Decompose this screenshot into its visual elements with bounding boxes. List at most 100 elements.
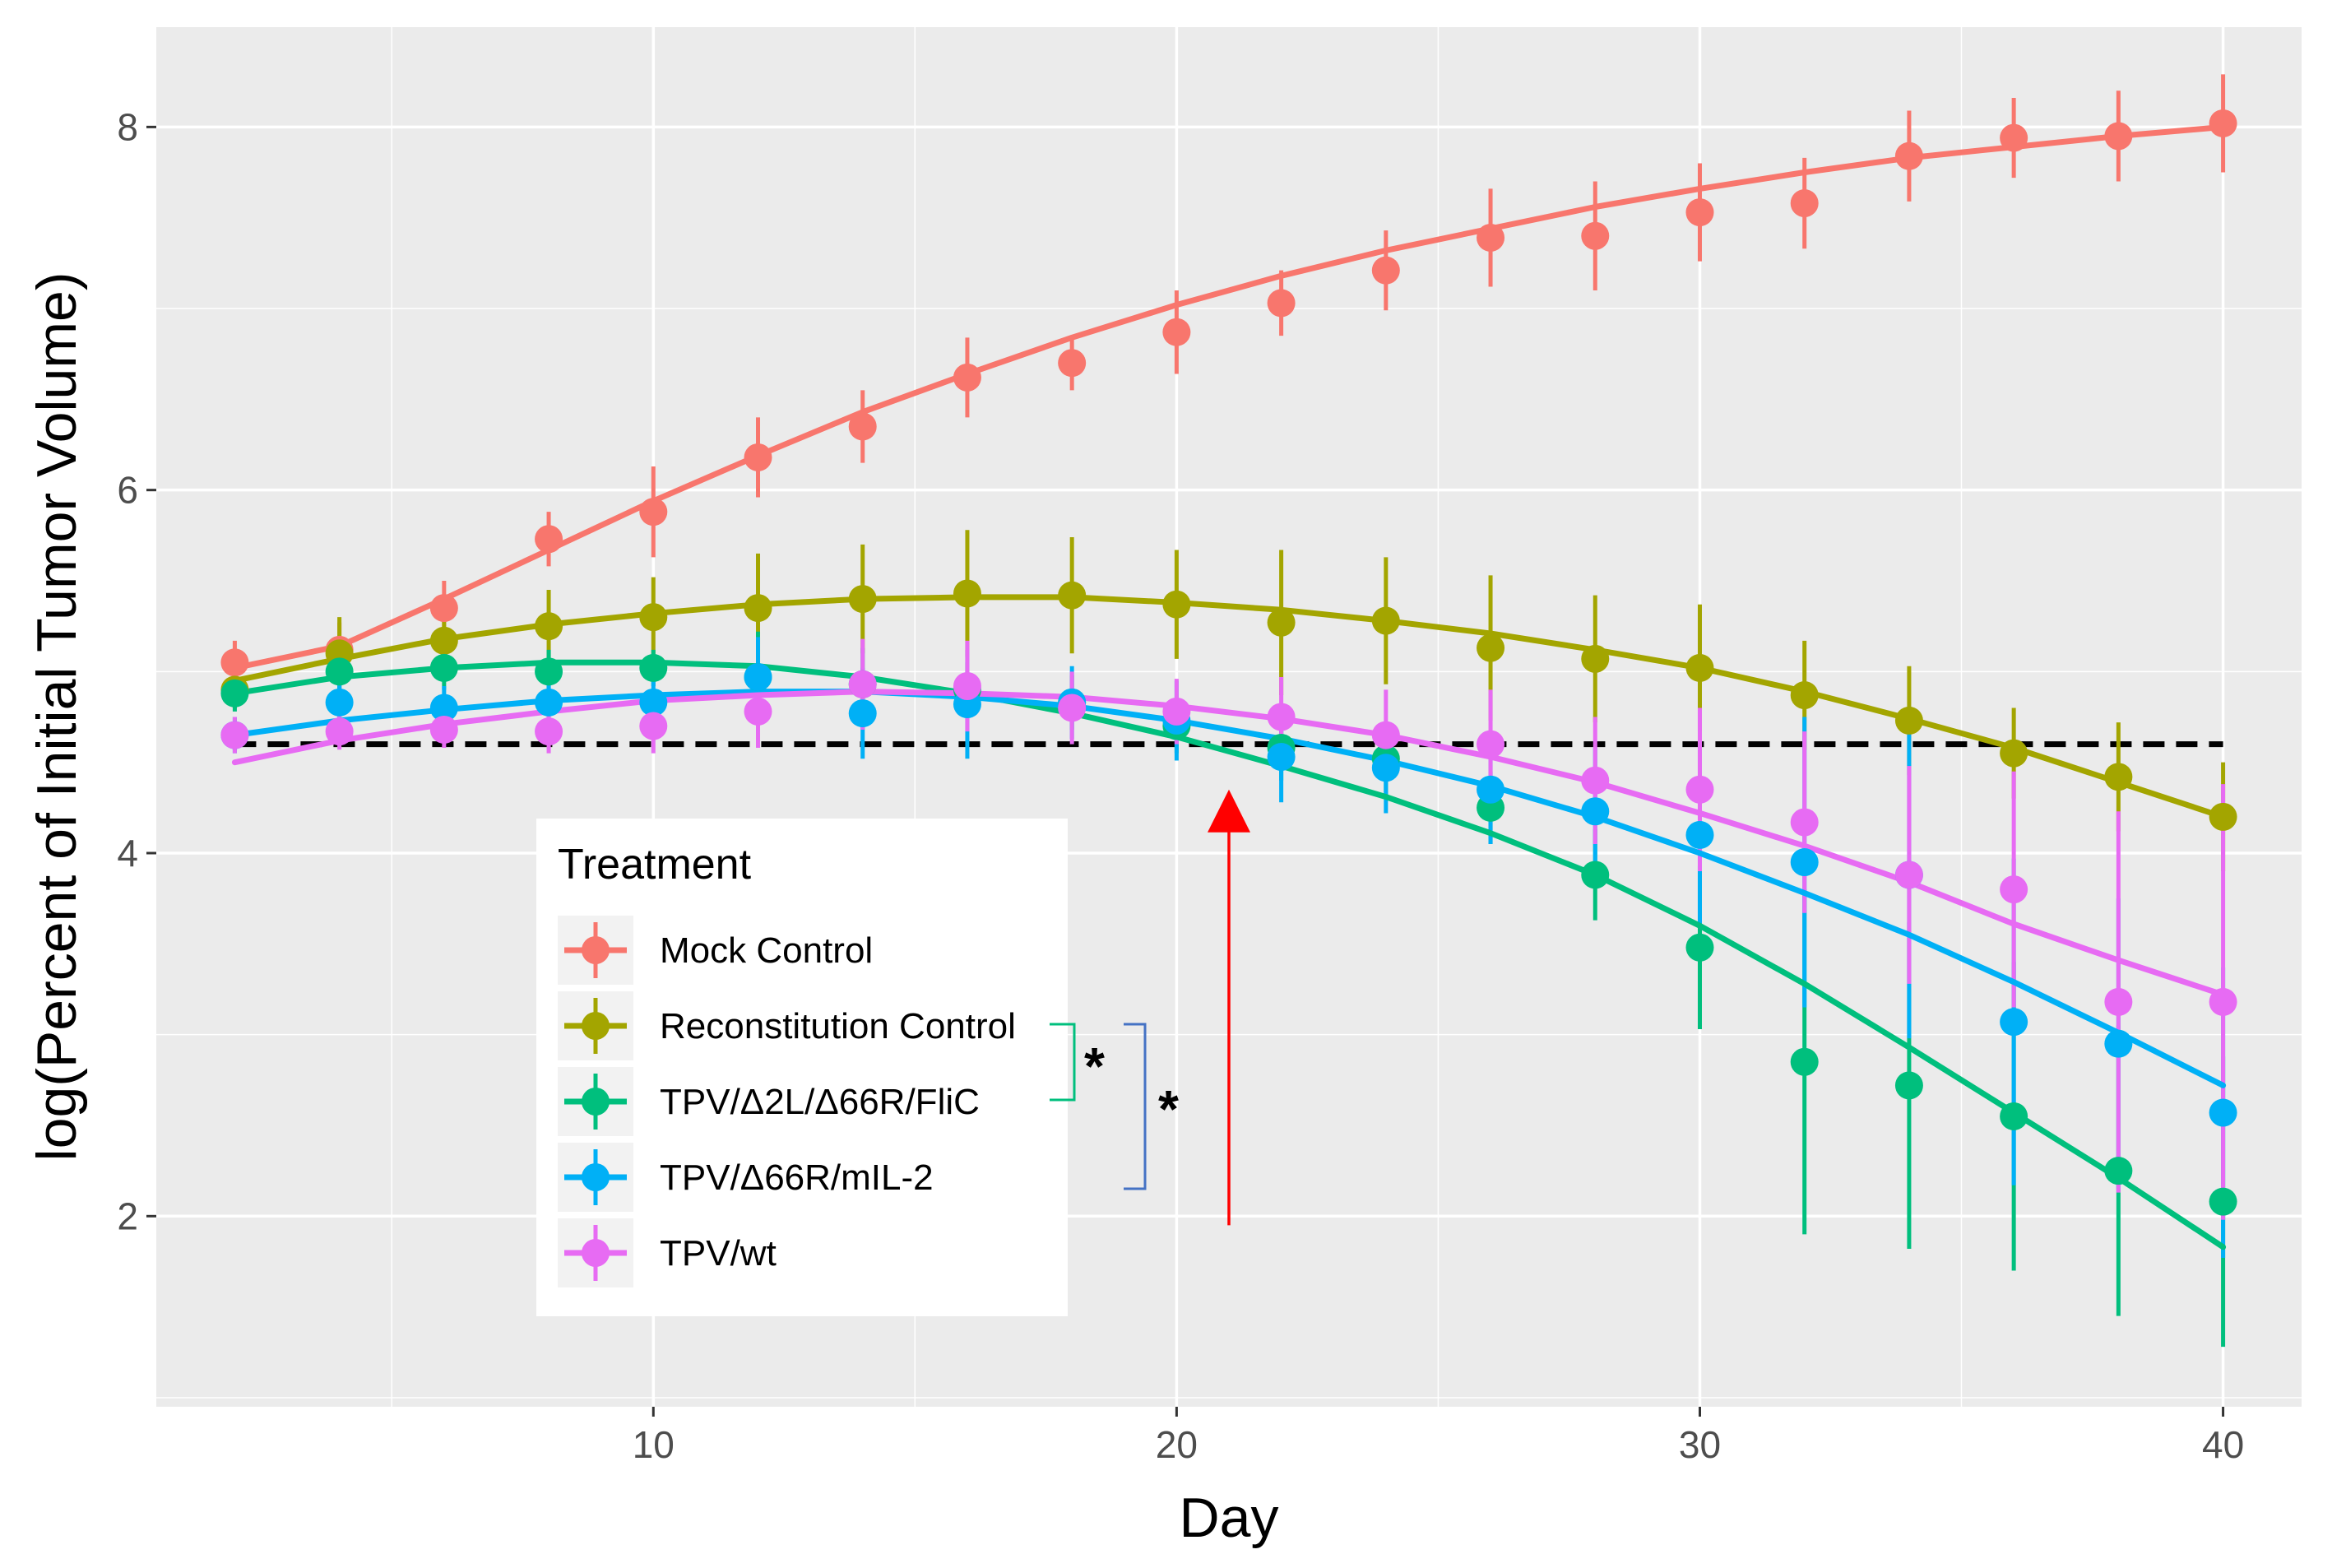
y-tick-label: 4: [117, 832, 138, 874]
point-tpv-2l-66r-flic: [325, 657, 354, 686]
point-tpv-2l-66r-flic: [2000, 1102, 2028, 1130]
point-tpv-2l-66r-flic: [2104, 1157, 2133, 1185]
point-reconstitution-control: [429, 626, 458, 655]
arrow-layer: [1208, 789, 1250, 1226]
point-mock-control: [1162, 318, 1191, 346]
point-mock-control: [1058, 349, 1087, 378]
point-reconstitution-control: [1894, 706, 1923, 735]
point-tpv-66r-mil-2: [325, 688, 354, 717]
y-tick-label: 8: [117, 105, 138, 148]
legend-label: TPV/Δ2L/Δ66R/FliC: [660, 1082, 980, 1122]
y-tick-label: 6: [117, 469, 138, 512]
x-tick-label: 20: [1156, 1423, 1198, 1466]
point-tpv-66r-mil-2: [1267, 743, 1296, 772]
point-tpv-2l-66r-flic: [535, 657, 563, 686]
x-tick-label: 40: [2202, 1423, 2244, 1466]
legend-key-point: [582, 936, 610, 964]
point-tpv-wt: [1894, 861, 1923, 889]
point-reconstitution-control: [1790, 681, 1819, 710]
point-tpv-wt: [220, 721, 249, 749]
point-tpv-2l-66r-flic: [2209, 1187, 2237, 1216]
point-reconstitution-control: [1058, 581, 1087, 610]
legend-key-point: [582, 1163, 610, 1191]
point-tpv-wt: [1790, 808, 1819, 837]
x-tick-label: 10: [633, 1423, 675, 1466]
y-axis-title: log(Percent of Initial Tumor Volume): [25, 272, 88, 1162]
point-tpv-wt: [1477, 730, 1505, 758]
point-mock-control: [2000, 123, 2028, 152]
point-reconstitution-control: [2209, 802, 2237, 831]
point-tpv-wt: [535, 717, 563, 746]
point-tpv-wt: [1685, 775, 1714, 804]
point-mock-control: [953, 363, 981, 392]
point-mock-control: [1894, 141, 1923, 170]
point-mock-control: [220, 648, 249, 677]
legend-label: Reconstitution Control: [660, 1006, 1016, 1046]
point-tpv-66r-mil-2: [744, 662, 772, 691]
arrow-head: [1208, 789, 1250, 833]
point-tpv-66r-mil-2: [1477, 775, 1505, 804]
point-reconstitution-control: [1371, 606, 1400, 635]
significance-bracket-outer: [1124, 1023, 1147, 1190]
point-tpv-wt: [2209, 987, 2237, 1016]
fit-curve-tpv-66r-mil-2: [231, 689, 2227, 1088]
fit-curve-reconstitution-control: [231, 594, 2227, 820]
point-mock-control: [1477, 223, 1505, 252]
legend-label: Mock Control: [660, 930, 873, 971]
point-tpv-wt: [1058, 694, 1087, 722]
point-tpv-2l-66r-flic: [1685, 933, 1714, 962]
point-tpv-wt: [1267, 703, 1296, 731]
point-tpv-2l-66r-flic: [429, 653, 458, 682]
legend-label: TPV/Δ66R/mIL-2: [660, 1157, 934, 1198]
point-reconstitution-control: [2104, 763, 2133, 791]
point-reconstitution-control: [744, 594, 772, 623]
point-reconstitution-control: [848, 585, 877, 614]
point-tpv-66r-mil-2: [1581, 797, 1610, 826]
legend-item-mock-control: Mock Control: [558, 916, 873, 985]
point-reconstitution-control: [1581, 644, 1610, 673]
fit-curve-mock-control: [231, 123, 2227, 671]
point-mock-control: [1371, 256, 1400, 285]
point-mock-control: [2104, 122, 2133, 151]
point-reconstitution-control: [2000, 739, 2028, 768]
point-mock-control: [1790, 189, 1819, 218]
point-tpv-wt: [429, 715, 458, 744]
point-tpv-66r-mil-2: [1685, 820, 1714, 849]
x-tick-label: 30: [1679, 1423, 1721, 1466]
point-mock-control: [2209, 109, 2237, 137]
point-tpv-wt: [1162, 697, 1191, 726]
point-tpv-66r-mil-2: [2000, 1008, 2028, 1037]
point-tpv-2l-66r-flic: [1894, 1071, 1923, 1100]
significance-bracket-inner: [1050, 1023, 1076, 1102]
point-tpv-66r-mil-2: [2209, 1098, 2237, 1127]
point-reconstitution-control: [1477, 633, 1505, 662]
significance-star-outer: *: [1158, 1079, 1179, 1139]
point-tpv-wt: [2000, 875, 2028, 904]
point-tpv-wt: [2104, 987, 2133, 1016]
legend-item-tpv-2l-66r-flic: TPV/Δ2L/Δ66R/FliC: [558, 1067, 980, 1136]
point-reconstitution-control: [1685, 653, 1714, 682]
fit-curve-tpv-wt: [231, 689, 2227, 998]
legend-item-reconstitution-control: Reconstitution Control: [558, 991, 1016, 1060]
point-reconstitution-control: [1162, 590, 1191, 619]
point-tpv-2l-66r-flic: [220, 679, 249, 707]
fit-curve-layer: [231, 123, 2227, 1250]
legend-items: Mock Control Reconstitution Control TPV/Δ2…: [558, 916, 1016, 1287]
point-tpv-66r-mil-2: [429, 694, 458, 722]
point-mock-control: [429, 594, 458, 623]
x-axis-title: Day: [1180, 1487, 1279, 1549]
point-tpv-wt: [639, 712, 668, 740]
point-tpv-66r-mil-2: [848, 699, 877, 728]
legend-item-tpv-66r-mil-2: TPV/Δ66R/mIL-2: [558, 1143, 934, 1212]
point-tpv-66r-mil-2: [1371, 754, 1400, 782]
point-reconstitution-control: [639, 603, 668, 632]
point-tpv-2l-66r-flic: [1790, 1047, 1819, 1076]
point-tpv-wt: [1371, 721, 1400, 749]
point-reconstitution-control: [535, 612, 563, 641]
y-tick-label: 2: [117, 1195, 138, 1237]
point-tpv-wt: [744, 697, 772, 726]
point-tpv-2l-66r-flic: [1581, 861, 1610, 889]
data-point-layer: [220, 109, 2237, 1216]
legend-label: TPV/wt: [660, 1233, 777, 1273]
